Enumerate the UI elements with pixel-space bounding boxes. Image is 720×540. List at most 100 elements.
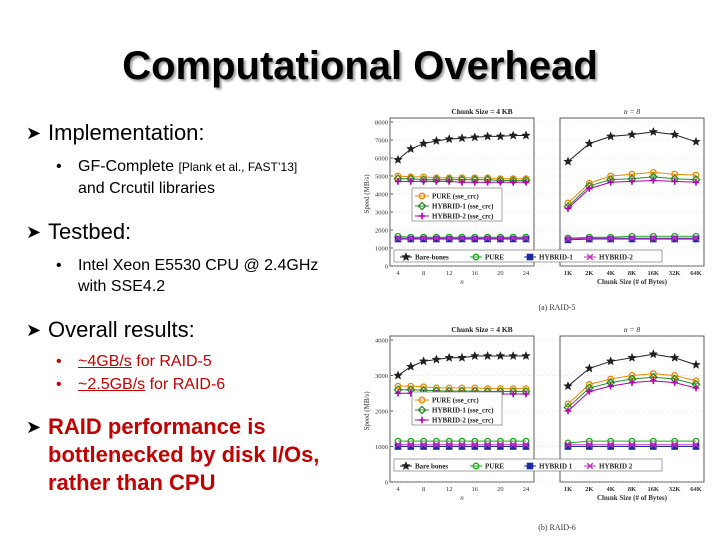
data-point [564,441,572,449]
y-tick-label: 7000 [375,138,388,145]
data-point [585,380,593,388]
data-point [584,138,595,148]
data-point [482,131,493,141]
data-point [509,390,517,398]
data-point [469,132,480,142]
x-tick-label: 64K [690,486,702,493]
data-point [394,443,402,450]
data-point [671,379,678,386]
data-point [692,441,700,449]
x-tick-label: 4 [396,486,400,493]
y-tick-label: 2000 [375,409,388,416]
bullet-conclusion: ➤ RAID performance is bottlenecked by di… [26,413,366,497]
x-tick-label: 1K [564,270,572,277]
data-point [522,179,530,186]
bottom-legend-label: PURE [485,254,504,262]
data-point [522,234,530,242]
bottom-legend-label: HYBRID-2 [599,254,633,262]
data-point [564,407,572,415]
x-tick-label: 32K [669,270,681,277]
data-point [497,179,504,186]
x-tick-label: 8K [628,486,636,493]
sub-bullet-gf-complete: • GF-Complete [Plank et al., FAST’13] an… [26,156,366,199]
data-point [691,136,701,146]
inner-legend-label: HYBRID-2 (sse_crc) [432,213,494,221]
data-point [444,133,455,144]
data-point [417,405,427,415]
data-point [407,441,415,449]
right-panel-title: n = 8 [624,325,641,334]
data-point [607,382,614,390]
bottom-legend-label: HYBRID 2 [599,463,633,471]
data-point [484,441,491,449]
raid6-chart: 0 1000 2000 3000 4000 Speed (MB/s) Chunk Size … [363,325,705,532]
bottom-legend-label: PURE [485,463,504,471]
x-tick-label: 12 [446,270,453,277]
y-tick-label: 3000 [375,373,388,380]
data-point [444,352,455,362]
data-point [418,192,426,200]
dot-bullet-icon: • [56,353,62,370]
x-tick-label: 4 [396,270,400,277]
sub-bullet-raid5: • ~4GB/s for RAID-5 [26,351,366,372]
data-point [471,441,479,449]
raid5-value: ~4GB/s [78,353,132,370]
x-tick-label: 12 [446,486,453,493]
data-point [607,443,614,450]
data-point [628,379,636,386]
left-x-axis-label: n [460,494,464,502]
chart-caption: (b) RAID-6 [538,523,576,532]
data-point [522,443,530,450]
raid6-value: ~2.5GB/s [78,376,146,393]
x-tick-label: 20 [497,270,504,277]
data-point [692,377,700,385]
data-point [521,350,531,361]
left-panel-title: Chunk Size = 4 KB [451,107,512,116]
data-point [628,441,636,449]
bottom-legend-label: Bare-bones [415,254,449,262]
right-x-axis-label: Chunk Size (# of Bytes) [597,494,668,502]
data-point [508,130,519,140]
arrow-bullet-icon: ➤ [26,123,42,143]
gf-complete-text: GF-Complete [78,158,175,175]
data-point [509,234,517,242]
data-point [692,179,700,186]
data-point [401,460,411,471]
data-point [509,443,517,450]
data-point [586,443,593,450]
data-point [393,370,403,380]
data-point [692,234,700,242]
data-point [420,234,427,242]
data-point [692,384,700,392]
data-point [563,381,573,391]
data-point [418,356,429,366]
bottom-legend-label: Bare bones [415,463,448,471]
data-point [482,350,493,361]
data-point [607,441,614,449]
data-point [563,156,573,166]
data-point [671,178,678,185]
data-point [458,234,466,242]
data-point [394,234,402,242]
inner-legend-label: PURE (sse_crc) [432,193,479,201]
data-point [394,178,402,185]
y-tick-label: 0 [385,480,388,487]
data-point [394,441,402,449]
data-point [418,138,429,148]
data-point [649,168,657,176]
data-point [394,382,402,390]
data-point [669,129,680,139]
data-point [691,359,701,369]
data-point [418,416,426,424]
data-point [605,356,616,366]
data-point [628,234,636,242]
data-point [627,352,637,362]
data-point [458,441,466,449]
right-panel-title: n = 8 [624,107,641,116]
data-point [692,443,700,450]
data-point [497,234,504,242]
x-tick-label: 8 [422,270,425,277]
data-point [472,253,480,261]
x-tick-label: 24 [523,270,530,277]
series-line [567,440,696,444]
